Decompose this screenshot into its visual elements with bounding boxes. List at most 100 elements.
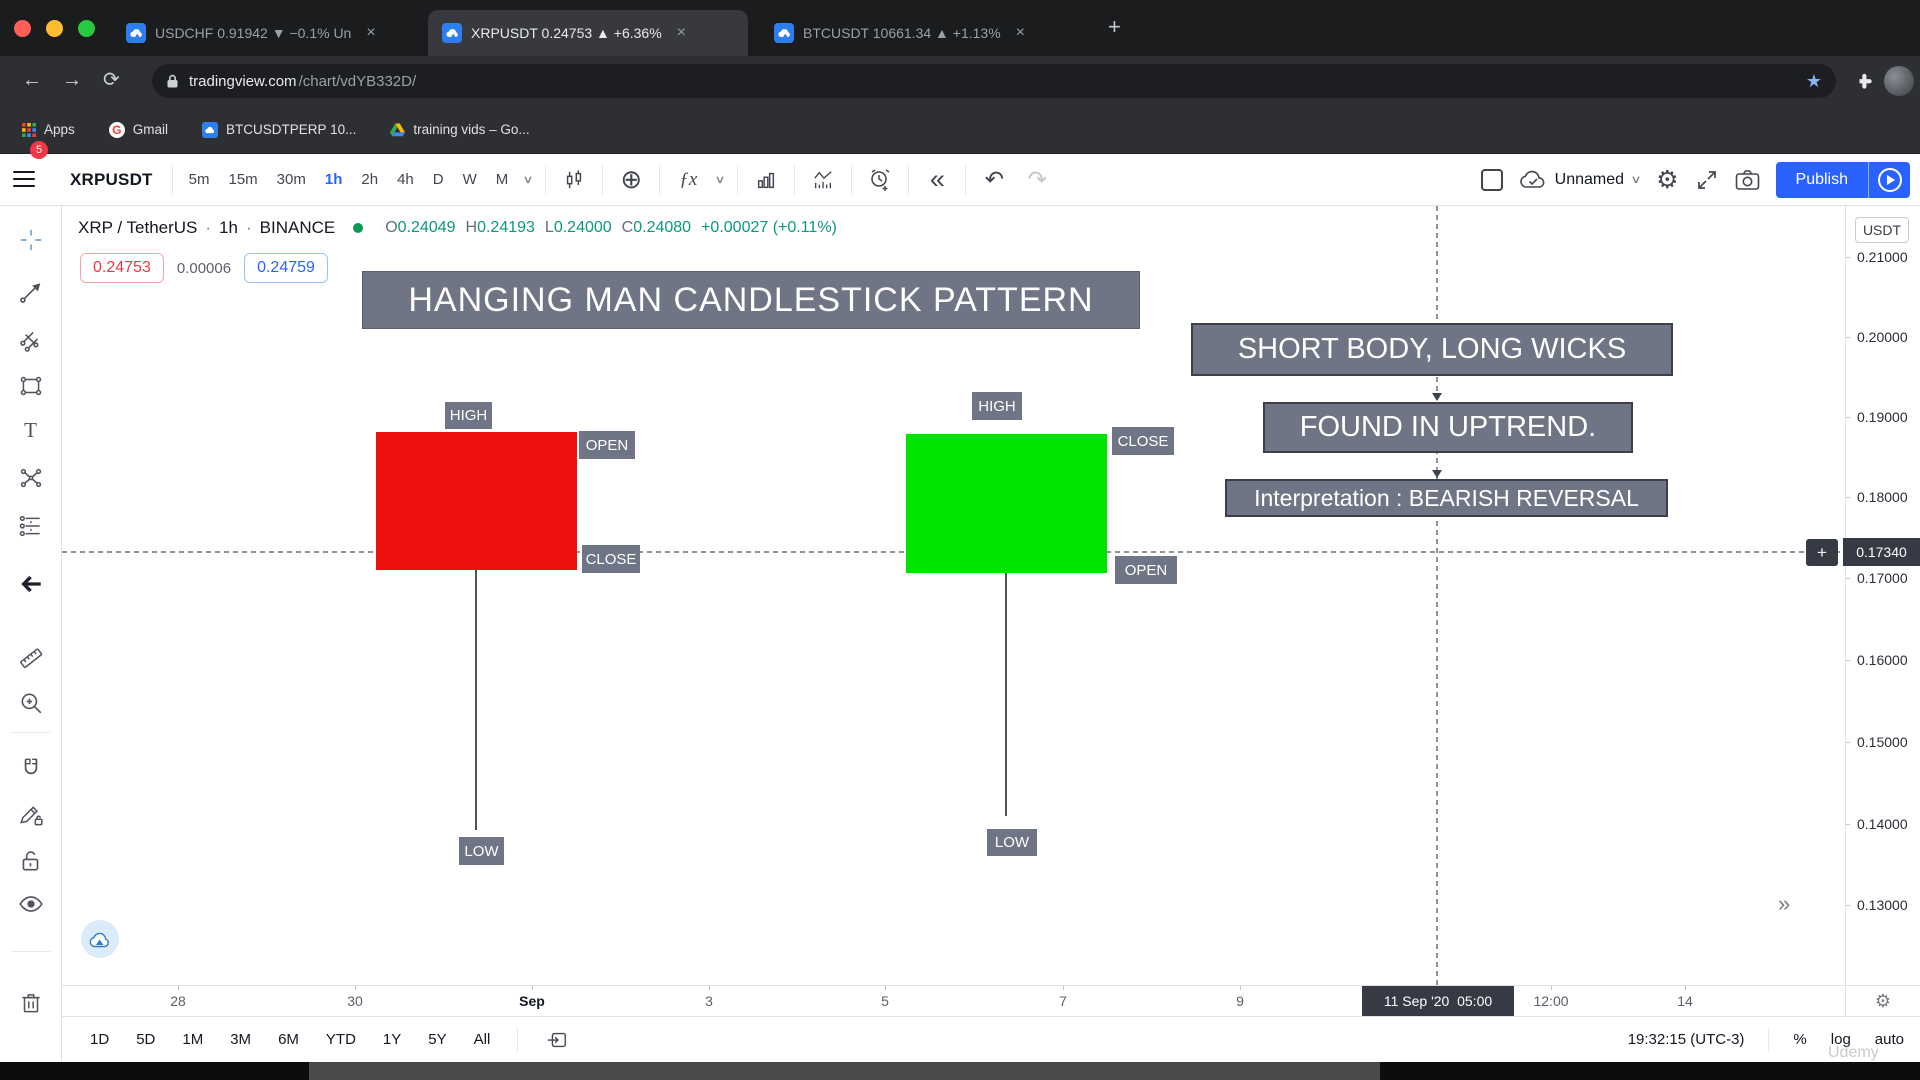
tab-usdchf[interactable]: USDCHF 0.91942 ▼ −0.1% Un × bbox=[112, 10, 418, 56]
red-candle-high-label[interactable]: HIGH bbox=[445, 402, 492, 429]
close-window-button[interactable] bbox=[14, 20, 31, 37]
range-1d[interactable]: 1D bbox=[90, 1031, 110, 1048]
tab-close-icon[interactable]: × bbox=[676, 24, 686, 41]
time-axis[interactable]: 28 30 Sep 3 5 7 9 12:00 14 11 Sep '20 05… bbox=[62, 985, 1845, 1016]
range-1y[interactable]: 1Y bbox=[382, 1031, 402, 1048]
bar-replay-icon[interactable]: « bbox=[929, 164, 945, 194]
range-ytd[interactable]: YTD bbox=[325, 1031, 356, 1048]
range-3m[interactable]: 3M bbox=[230, 1031, 252, 1048]
hide-panel-arrow-icon[interactable] bbox=[14, 567, 48, 601]
go-to-date-icon[interactable] bbox=[545, 1029, 569, 1051]
indicator-templates-icon[interactable] bbox=[808, 165, 838, 195]
extensions-puzzle-icon[interactable] bbox=[1854, 70, 1876, 92]
axis-settings-corner[interactable]: ⚙ bbox=[1845, 985, 1920, 1016]
green-candle-close-label[interactable]: CLOSE bbox=[1112, 427, 1174, 455]
range-5d[interactable]: 5D bbox=[136, 1031, 156, 1048]
bookmark-star-icon[interactable]: ★ bbox=[1805, 70, 1822, 91]
timeframe-15m[interactable]: 15m bbox=[228, 171, 258, 188]
timeframe-1h-active[interactable]: 1h bbox=[324, 171, 343, 188]
timeframe-4h[interactable]: 4h bbox=[397, 171, 414, 188]
symbol-button[interactable]: XRPUSDT bbox=[70, 169, 153, 189]
new-tab-button[interactable]: + bbox=[1108, 14, 1121, 39]
pitchfork-tool-icon[interactable] bbox=[14, 323, 48, 357]
green-candle-open-label[interactable]: OPEN bbox=[1115, 556, 1177, 584]
price-axis[interactable]: USDT 0.21000 0.20000 0.19000 0.18000 0.1… bbox=[1845, 206, 1920, 985]
tab-close-icon[interactable]: × bbox=[366, 24, 376, 41]
timeframe-5m[interactable]: 5m bbox=[188, 171, 210, 188]
address-bar[interactable]: tradingview.com /chart/vdYB332D/ ★ bbox=[152, 64, 1836, 98]
log-scale-button[interactable]: log bbox=[1830, 1031, 1851, 1048]
undo-icon[interactable]: ↶ bbox=[984, 166, 1005, 192]
tab-btcusdt[interactable]: BTCUSDT 10661.34 ▲ +1.13% × bbox=[760, 10, 1078, 56]
range-6m[interactable]: 6M bbox=[278, 1031, 299, 1048]
settings-gear-icon[interactable]: ⚙ bbox=[1656, 165, 1679, 194]
bookmark-gmail[interactable]: G Gmail bbox=[108, 121, 168, 138]
percent-scale-button[interactable]: % bbox=[1793, 1031, 1807, 1048]
legend-pair[interactable]: XRP / TetherUS bbox=[78, 218, 198, 237]
add-alert-plus-button[interactable]: + bbox=[1806, 539, 1838, 566]
green-candle-body[interactable] bbox=[906, 434, 1107, 573]
timeframe-2h[interactable]: 2h bbox=[361, 171, 379, 188]
green-candle-low-label[interactable]: LOW bbox=[987, 829, 1037, 856]
hide-drawings-eye-icon[interactable] bbox=[14, 887, 48, 921]
hamburger-menu-icon[interactable] bbox=[12, 169, 36, 189]
timeframe-w[interactable]: W bbox=[462, 171, 477, 188]
indicators-fx-icon[interactable]: ƒx bbox=[679, 168, 698, 190]
save-layout-button[interactable]: Unnamed ∨ bbox=[1519, 170, 1642, 190]
fullscreen-icon[interactable] bbox=[1695, 168, 1719, 192]
range-5y[interactable]: 5Y bbox=[428, 1031, 447, 1048]
bookmark-apps[interactable]: Apps bbox=[22, 122, 75, 137]
reload-icon[interactable]: ⟳ bbox=[103, 69, 120, 91]
play-idea-button[interactable] bbox=[1868, 161, 1910, 198]
legend-exchange[interactable]: BINANCE bbox=[259, 218, 336, 237]
minimize-window-button[interactable] bbox=[46, 20, 63, 37]
timeframe-30m[interactable]: 30m bbox=[276, 171, 306, 188]
trend-line-tool-icon[interactable] bbox=[14, 275, 48, 309]
xabcd-pattern-tool-icon[interactable] bbox=[14, 461, 48, 495]
red-candle-open-label[interactable]: OPEN bbox=[579, 431, 635, 459]
chevron-down-icon[interactable]: ∨ bbox=[522, 174, 534, 186]
green-candle-high-label[interactable]: HIGH bbox=[972, 392, 1022, 420]
clock-label[interactable]: 19:32:15 (UTC-3) bbox=[1627, 1031, 1745, 1048]
layout-select-icon[interactable] bbox=[1480, 168, 1503, 191]
video-progress-bar[interactable] bbox=[0, 1062, 1920, 1080]
alert-clock-icon[interactable] bbox=[865, 165, 895, 195]
publish-button[interactable]: Publish bbox=[1775, 161, 1868, 198]
range-all[interactable]: All bbox=[473, 1031, 491, 1048]
measure-ruler-tool-icon[interactable] bbox=[14, 641, 48, 675]
profile-avatar[interactable] bbox=[1884, 66, 1914, 96]
bookmark-btcusdtperp[interactable]: BTCUSDTPERP 10... bbox=[202, 121, 356, 138]
chart-style-candles-icon[interactable] bbox=[559, 165, 589, 195]
note-interpretation-bearish-reversal[interactable]: Interpretation : BEARISH REVERSAL bbox=[1225, 479, 1668, 517]
back-icon[interactable]: ← bbox=[22, 69, 42, 91]
legend-interval[interactable]: 1h bbox=[219, 218, 238, 237]
lock-drawings-icon[interactable] bbox=[14, 844, 48, 878]
red-candle-close-label[interactable]: CLOSE bbox=[582, 545, 640, 573]
timeframe-m[interactable]: M bbox=[495, 171, 509, 188]
shapes-rectangle-tool-icon[interactable] bbox=[14, 369, 48, 403]
tab-xrpusdt-active[interactable]: XRPUSDT 0.24753 ▲ +6.36% × bbox=[428, 10, 748, 56]
bookmark-training-vids[interactable]: training vids – Go... bbox=[390, 122, 530, 137]
expand-right-panel-button[interactable]: » bbox=[1778, 891, 1791, 916]
timeframe-d[interactable]: D bbox=[432, 171, 444, 188]
note-short-body-long-wicks[interactable]: SHORT BODY, LONG WICKS bbox=[1191, 323, 1673, 376]
fundamentals-bars-icon[interactable] bbox=[751, 165, 781, 195]
red-candle-body[interactable] bbox=[376, 432, 577, 570]
axis-gear-icon[interactable]: ⚙ bbox=[1874, 990, 1892, 1011]
tradingview-cloud-button[interactable] bbox=[81, 920, 119, 958]
forecast-tool-icon[interactable] bbox=[14, 509, 48, 543]
auto-scale-button[interactable]: auto bbox=[1874, 1031, 1904, 1048]
tab-close-icon[interactable]: × bbox=[1015, 24, 1025, 41]
drawing-mode-pencil-icon[interactable] bbox=[14, 799, 48, 833]
text-tool-icon[interactable]: T bbox=[24, 417, 37, 442]
red-candle-low-label[interactable]: LOW bbox=[459, 837, 504, 865]
pattern-title-banner[interactable]: HANGING MAN CANDLESTICK PATTERN bbox=[362, 271, 1140, 329]
snapshot-camera-icon[interactable] bbox=[1735, 169, 1760, 191]
axis-currency-label[interactable]: USDT bbox=[1855, 217, 1909, 243]
crosshair-tool-icon[interactable] bbox=[14, 223, 48, 257]
remove-drawings-trash-icon[interactable] bbox=[14, 986, 48, 1020]
redo-icon[interactable]: ↷ bbox=[1027, 166, 1048, 192]
magnet-tool-icon[interactable] bbox=[14, 751, 48, 785]
note-found-in-uptrend[interactable]: FOUND IN UPTREND. bbox=[1263, 402, 1633, 453]
ask-price-box[interactable]: 0.24759 bbox=[244, 253, 328, 283]
